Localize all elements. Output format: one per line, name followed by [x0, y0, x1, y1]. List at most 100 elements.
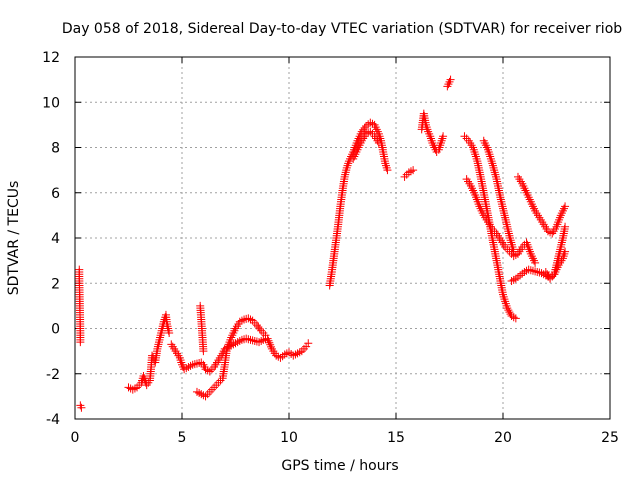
- data-point: [265, 338, 274, 347]
- data-point: [153, 342, 162, 351]
- data-point: [471, 150, 480, 159]
- data-point: [184, 362, 193, 371]
- data-point: [153, 344, 162, 353]
- data-point: [505, 308, 514, 317]
- data-point: [287, 349, 296, 358]
- data-point: [199, 391, 208, 400]
- data-point: [496, 195, 505, 204]
- data-point: [201, 392, 210, 401]
- data-point: [472, 154, 481, 163]
- chart-title: Day 058 of 2018, Sidereal Day-to-day VTE…: [62, 21, 622, 37]
- data-point: [382, 161, 391, 170]
- data-point: [263, 334, 272, 343]
- data-point: [503, 222, 512, 231]
- series-s1: [75, 265, 85, 347]
- data-point: [248, 316, 257, 325]
- data-point: [366, 127, 375, 136]
- data-point: [501, 297, 510, 306]
- data-point: [246, 315, 255, 324]
- data-point: [537, 269, 546, 278]
- data-point: [511, 274, 520, 283]
- data-point: [436, 141, 445, 150]
- data-point: [366, 118, 375, 127]
- data-point: [130, 384, 139, 393]
- data-point: [471, 152, 480, 161]
- data-point: [210, 383, 219, 392]
- data-point: [500, 295, 509, 304]
- data-point: [509, 275, 518, 284]
- data-point: [502, 218, 511, 227]
- data-point: [264, 336, 273, 345]
- data-point: [444, 80, 453, 89]
- data-point: [274, 352, 283, 361]
- data-point: [506, 236, 515, 245]
- data-point: [500, 209, 509, 218]
- data-point: [77, 403, 86, 412]
- data-point: [502, 220, 511, 229]
- x-tick-label: 15: [387, 430, 405, 446]
- data-point: [242, 334, 251, 343]
- data-point: [489, 163, 498, 172]
- data-point: [188, 360, 197, 369]
- data-point: [533, 267, 542, 276]
- data-point: [364, 120, 373, 129]
- data-point: [381, 159, 390, 168]
- data-point: [235, 317, 244, 326]
- data-point: [248, 336, 257, 345]
- series-s10: [417, 109, 448, 157]
- data-point: [76, 401, 85, 410]
- x-tick-label: 10: [280, 430, 298, 446]
- data-point: [490, 166, 499, 175]
- data-point: [520, 267, 529, 276]
- data-point: [505, 231, 514, 240]
- data-point: [341, 170, 350, 179]
- data-point: [244, 314, 253, 323]
- data-point: [436, 138, 445, 147]
- data-point: [237, 335, 246, 344]
- data-point: [497, 197, 506, 206]
- data-point: [261, 331, 270, 340]
- data-point: [437, 136, 446, 145]
- data-point: [157, 329, 166, 338]
- x-tick-label: 25: [601, 430, 619, 446]
- data-point: [409, 166, 418, 175]
- data-point: [207, 365, 216, 374]
- data-point: [491, 172, 500, 181]
- data-point: [445, 77, 454, 86]
- data-point: [212, 381, 221, 390]
- data-point: [155, 335, 164, 344]
- data-point: [561, 222, 570, 231]
- data-point: [535, 268, 544, 277]
- data-point: [178, 360, 186, 369]
- data-point: [526, 266, 535, 275]
- data-point: [406, 167, 415, 176]
- data-point: [460, 132, 469, 141]
- data-point: [293, 349, 302, 358]
- data-point: [233, 338, 242, 347]
- y-tick-label: 0: [51, 322, 60, 338]
- y-tick-label: 2: [51, 276, 60, 292]
- x-tick-label: 20: [494, 430, 512, 446]
- y-tick-label: -4: [46, 412, 60, 428]
- data-point: [164, 324, 173, 333]
- data-point: [195, 388, 204, 397]
- data-points: [75, 75, 570, 412]
- data-point: [291, 350, 300, 359]
- data-point: [499, 204, 507, 213]
- x-tick-label: 0: [71, 430, 80, 446]
- data-point: [133, 383, 142, 392]
- data-point: [557, 240, 566, 249]
- data-point: [182, 364, 191, 373]
- data-point: [506, 234, 515, 242]
- data-point: [192, 359, 201, 368]
- data-point: [499, 206, 508, 215]
- data-point: [272, 351, 281, 360]
- data-point: [503, 304, 512, 313]
- series-s12: [460, 132, 520, 323]
- y-axis-label: SDTVAR / TECUs: [6, 181, 22, 296]
- data-point: [203, 366, 212, 375]
- data-point: [490, 168, 499, 177]
- series-s6: [192, 314, 270, 401]
- data-point: [246, 335, 255, 344]
- data-point: [513, 273, 522, 282]
